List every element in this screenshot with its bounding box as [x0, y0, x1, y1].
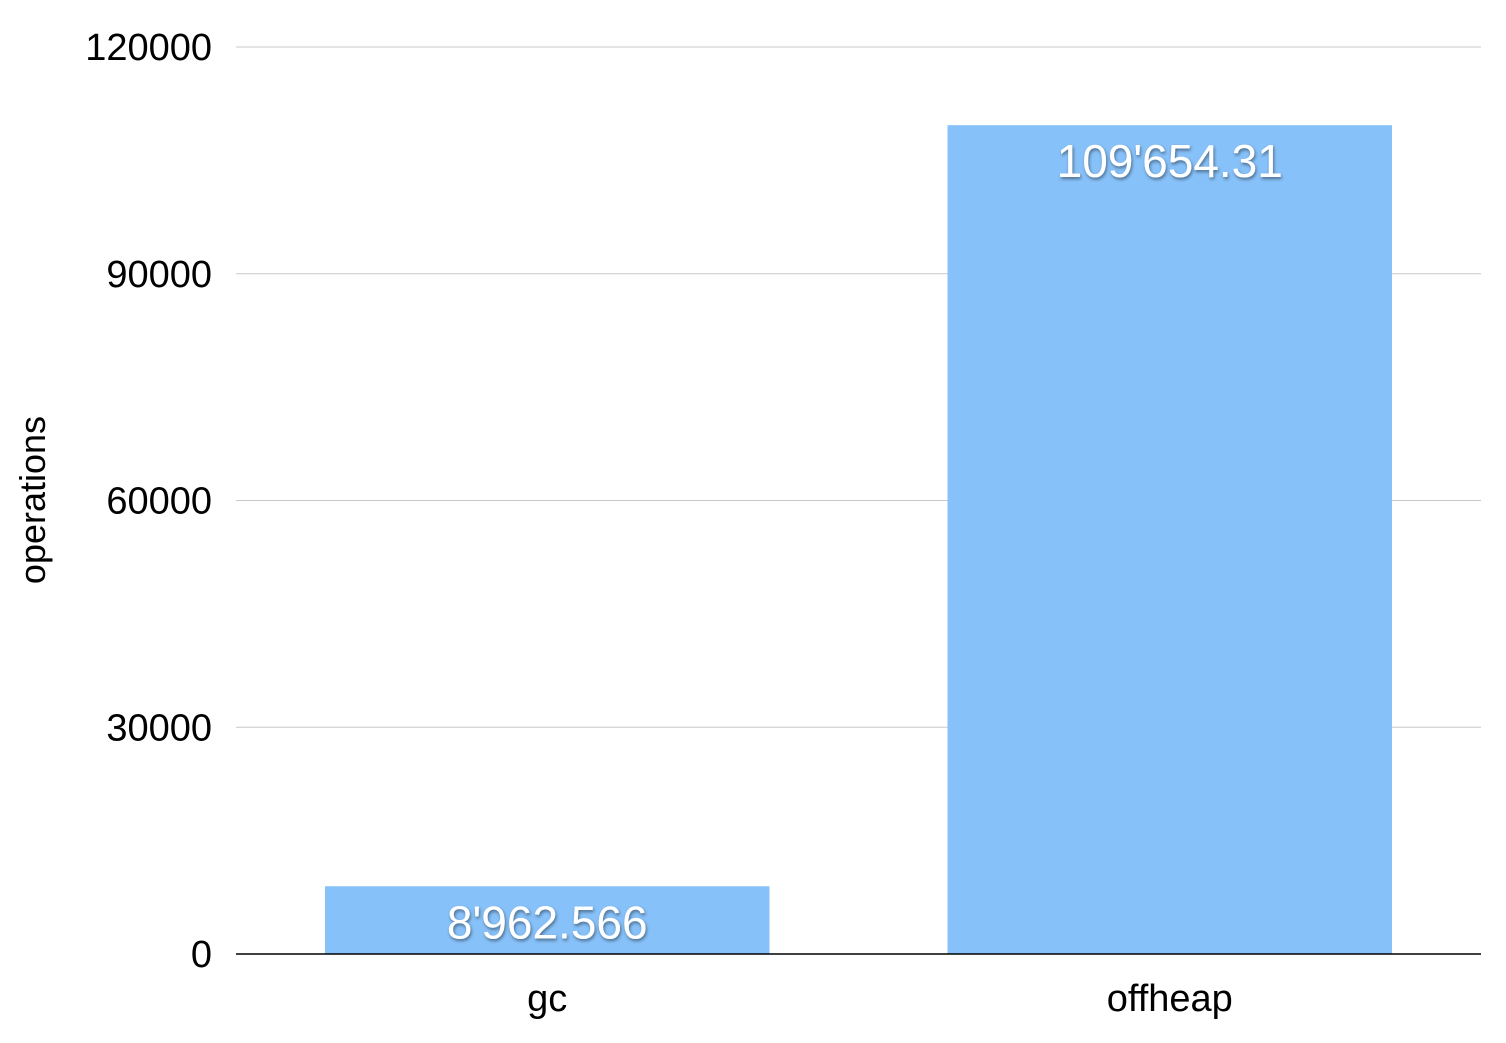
x-category-label: offheap: [1107, 978, 1233, 1020]
labels: 0 30000 60000 90000 120000 gc 8'962.566 offheap…: [85, 27, 1283, 1020]
bar-offheap: [947, 125, 1392, 955]
y-tick-label: 90000: [106, 254, 212, 296]
bars: [325, 125, 1392, 955]
bar-gc: [325, 886, 770, 954]
y-axis-title: operations: [12, 416, 53, 584]
x-category-label: gc: [527, 978, 567, 1020]
y-tick-label: 30000: [106, 707, 212, 749]
data-label: 109'654.31: [1057, 135, 1283, 187]
y-tick-label: 120000: [85, 27, 212, 69]
y-tick-label: 60000: [106, 481, 212, 523]
y-tick-label: 0: [191, 934, 212, 976]
data-label: 8'962.566: [447, 896, 648, 948]
